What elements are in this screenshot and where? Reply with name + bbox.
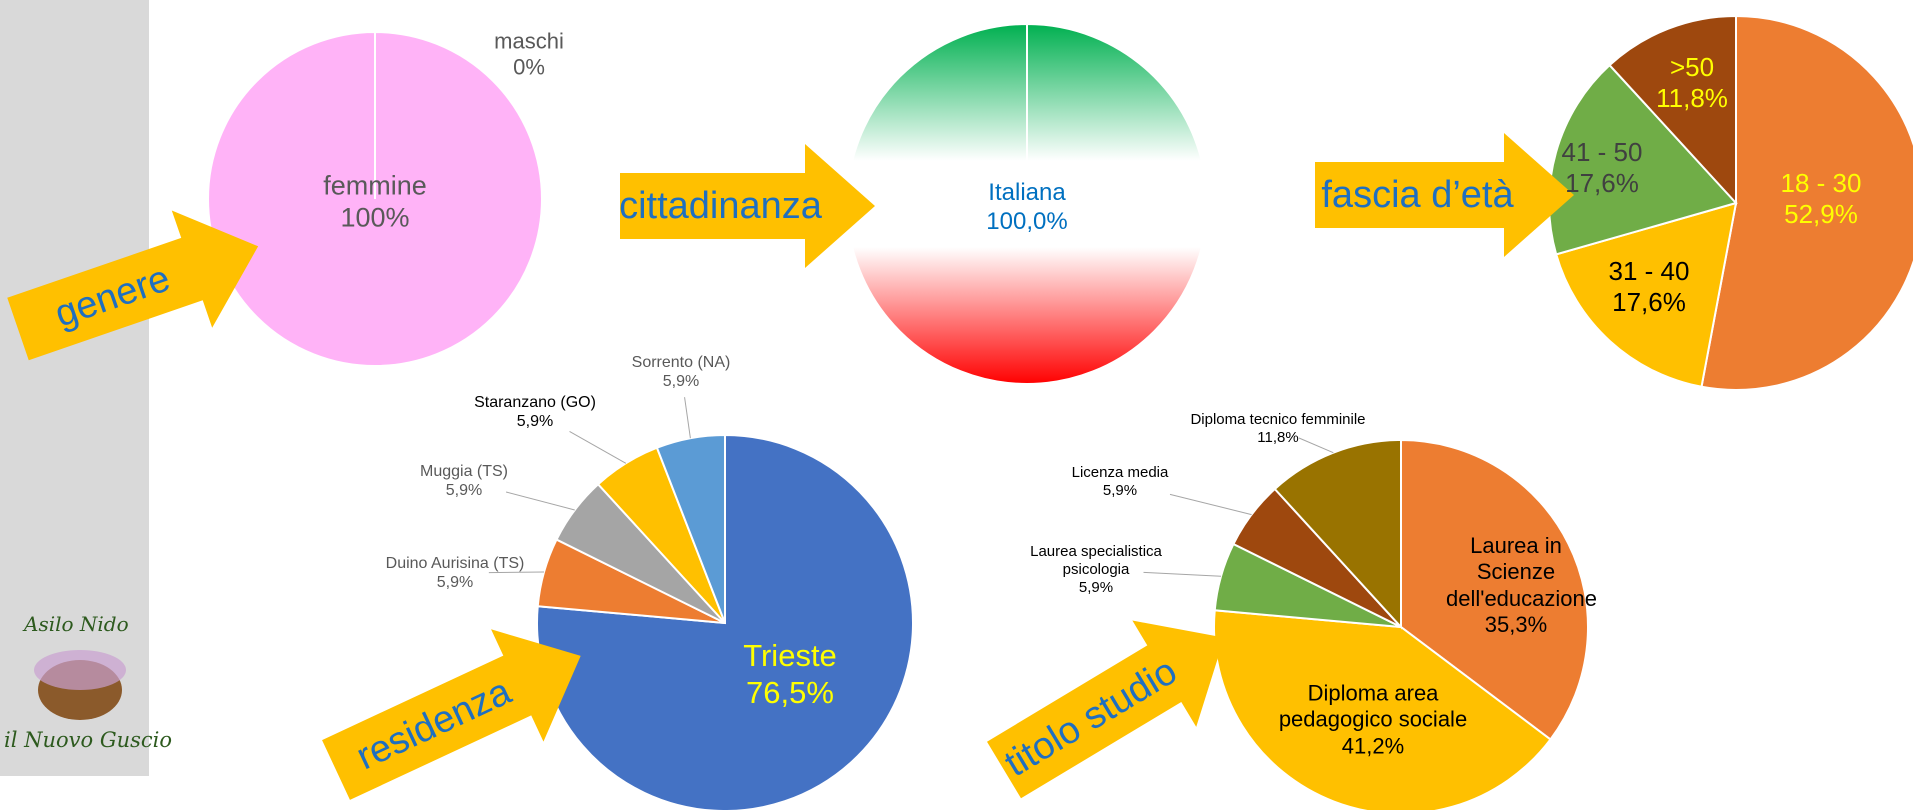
- slice-value: 35,3%: [1484, 612, 1548, 638]
- slice-category: Laurea in Scienze dell'educazione: [1446, 533, 1597, 611]
- pie-slice: [1400, 438, 1589, 741]
- arrow-label: titolo studio: [998, 650, 1184, 785]
- slice-category: >50: [1669, 51, 1715, 82]
- slice-category: Licenza media: [1071, 464, 1169, 481]
- leader-line: [1143, 571, 1222, 577]
- arrow-label: cittadinanza: [619, 185, 823, 227]
- slice-category: Diploma area pedagogico sociale: [1278, 680, 1468, 732]
- pie-slice: [1548, 63, 1738, 256]
- leader-line: [1298, 437, 1334, 454]
- slice-label: 41 - 50 17,6%: [1562, 137, 1643, 199]
- slice-category: Trieste: [743, 637, 837, 673]
- sidebar: [0, 0, 149, 776]
- slice-value: 100%: [340, 203, 410, 233]
- slice-value: 76,5%: [746, 675, 834, 710]
- pie-slice: [1608, 14, 1737, 206]
- pie-slice: [1213, 609, 1552, 810]
- slice-label: Trieste 76,5%: [743, 637, 837, 711]
- slice-value: 5,9%: [516, 413, 554, 430]
- pie-slice: [1700, 14, 1913, 391]
- slice-value: 52,9%: [1784, 199, 1858, 229]
- arrow-shape: [7, 210, 259, 361]
- pie-slice: [655, 433, 726, 624]
- slice-label: femmine 100%: [323, 170, 427, 235]
- arrow-label: fascia d’età: [1321, 174, 1514, 216]
- logo-text: il Nuovo Guscio: [4, 728, 173, 752]
- slice-category: Duino Aurisina (TS): [385, 554, 525, 572]
- slice-label: >50 11,8%: [1656, 52, 1728, 114]
- arrow: cittadinanza: [619, 144, 875, 268]
- slice-label: Duino Aurisina (TS) 5,9%: [386, 554, 525, 592]
- slice-value: 17,6%: [1612, 287, 1686, 317]
- slice-value: 41,2%: [1341, 733, 1405, 759]
- slice-category: Diploma tecnico femminile: [1190, 411, 1366, 428]
- slice-value: 11,8%: [1656, 83, 1728, 113]
- leader-line: [684, 397, 691, 439]
- slice-value: 0%: [513, 55, 545, 80]
- slice-label: Sorrento (NA) 5,9%: [632, 353, 731, 391]
- leader-line: [505, 491, 575, 511]
- slice-category: femmine: [323, 170, 427, 201]
- logo-figures: [34, 650, 126, 690]
- slice-label: maschi 0%: [494, 29, 564, 82]
- arrow-shape: [620, 144, 875, 268]
- slice-label: Diploma area pedagogico sociale 41,2%: [1273, 680, 1473, 759]
- arrow-shape: [322, 629, 581, 800]
- slice-category: Staranzano (GO): [474, 393, 596, 411]
- slice-value: 17,6%: [1565, 168, 1639, 198]
- slice-value: 5,9%: [662, 373, 700, 390]
- slice-category: Sorrento (NA): [631, 353, 731, 371]
- pie-slice: [1554, 201, 1738, 388]
- slice-category: maschi: [494, 28, 564, 54]
- leader-line: [488, 571, 545, 574]
- slice-category: Italiana: [988, 179, 1066, 207]
- leader-line: [569, 431, 627, 464]
- slice-label: Laurea in Scienze dell'educazione 35,3%: [1446, 533, 1597, 639]
- slice-label: Diploma tecnico femminile 11,8%: [1190, 411, 1365, 447]
- arrow-shape: [1315, 133, 1574, 257]
- slice-label: 18 - 30 52,9%: [1781, 168, 1862, 230]
- slice-value: 5,9%: [1078, 579, 1114, 596]
- slice-category: Laurea specialistica psicologia: [1030, 543, 1162, 578]
- leader-line: [1169, 493, 1252, 516]
- slice-label: Laurea specialistica psicologia 5,9%: [1021, 543, 1171, 597]
- pie-slice: [1273, 438, 1402, 630]
- slice-category: 18 - 30: [1780, 167, 1862, 198]
- slice-label: Muggia (TS) 5,9%: [420, 462, 508, 500]
- slice-category: 31 - 40: [1608, 255, 1690, 286]
- slice-label: Licenza media 5,9%: [1072, 464, 1169, 500]
- slice-label: Italiana 100,0%: [986, 179, 1067, 237]
- slice-category: Muggia (TS): [419, 462, 509, 480]
- slice-value: 11,8%: [1257, 429, 1299, 446]
- slice-label: Staranzano (GO) 5,9%: [474, 393, 596, 431]
- slice-value: 5,9%: [1102, 482, 1138, 499]
- slice-value: 100,0%: [986, 208, 1068, 235]
- arrow: fascia d’età: [1315, 133, 1574, 257]
- slice-label: 31 - 40 17,6%: [1609, 256, 1690, 318]
- arrow-shape: [987, 620, 1225, 799]
- slice-value: 5,9%: [445, 482, 483, 499]
- slice-value: 5,9%: [436, 574, 474, 591]
- slice-category: 41 - 50: [1561, 136, 1643, 167]
- pie-slice: [846, 22, 1208, 386]
- logo-text: Asilo Nido: [24, 612, 129, 636]
